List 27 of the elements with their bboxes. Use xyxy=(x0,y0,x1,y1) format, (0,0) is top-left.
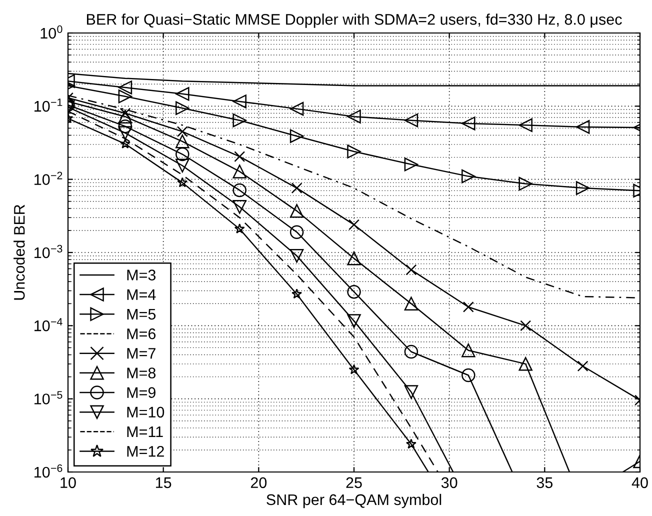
x-tick-label: 35 xyxy=(536,477,553,488)
legend-label: M=11 xyxy=(127,426,163,438)
y-tick-label: 10$^{0}$ xyxy=(40,25,62,39)
y-tick-label: 10$^{−5}$ xyxy=(34,391,62,404)
x-tick-label: 20 xyxy=(250,477,267,488)
y-tick-label: 10$^{−1}$ xyxy=(34,98,62,112)
legend-label: M=4 xyxy=(127,289,156,300)
y-axis-title: Uncoded BER xyxy=(14,204,25,300)
legend-label: M=3 xyxy=(127,270,156,280)
y-tick-label: 10$^{−4}$ xyxy=(34,318,62,332)
y-tick-label: 10$^{−6}$ xyxy=(34,464,62,478)
x-tick-label: 15 xyxy=(156,477,172,488)
x-axis-title: SNR per 64−QAM symbol xyxy=(266,494,442,508)
x-tick-label: 30 xyxy=(441,477,458,488)
x-tick-label: 10 xyxy=(60,477,76,488)
legend-label: M=6 xyxy=(127,328,156,340)
legend-label: M=7 xyxy=(127,348,156,359)
y-tick-label: 10$^{−3}$ xyxy=(34,244,62,258)
x-tick-label: 25 xyxy=(346,477,362,488)
chart-title: BER for Quasi−Static MMSE Doppler with SDMA=2 users, fd=330 Hz, 8.0 μsec xyxy=(86,14,622,28)
legend-label: M=12 xyxy=(127,446,164,457)
legend-label: M=5 xyxy=(127,308,156,320)
legend-label: M=10 xyxy=(127,406,164,418)
legend-label: M=9 xyxy=(127,387,156,398)
legend-label: M=8 xyxy=(127,368,156,378)
x-tick-label: 40 xyxy=(632,477,648,488)
y-tick-label: 10$^{−2}$ xyxy=(34,172,62,185)
